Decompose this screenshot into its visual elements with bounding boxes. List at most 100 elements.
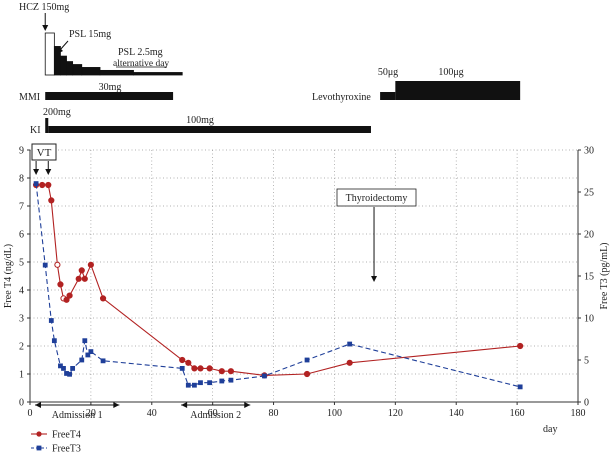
mmi-bar <box>45 92 174 100</box>
mmi-label: MMI <box>19 92 40 103</box>
vt-label: VT <box>37 147 52 159</box>
y-left-axis-label: Free T4 (ng/dL) <box>3 244 14 308</box>
period-label-1: Admission 1 <box>52 410 103 421</box>
point-FreeT3 <box>192 382 197 388</box>
x-tick-label: 0 <box>28 408 33 419</box>
point-FreeT3 <box>58 363 63 369</box>
y-left-tick-label: 1 <box>19 370 24 381</box>
point-FreeT3 <box>100 358 106 364</box>
point-FreeT3 <box>51 338 57 344</box>
legend-marker-FreeT3 <box>36 445 42 451</box>
point-FreeT4 <box>346 359 353 366</box>
arrow-right-head <box>244 402 251 408</box>
y-right-tick-label: 25 <box>584 188 594 199</box>
x-tick-label: 100 <box>327 408 342 419</box>
point-FreeT3 <box>64 371 69 376</box>
point-FreeT3 <box>304 357 310 363</box>
point-FreeT3 <box>70 366 76 371</box>
vt-arrow-1-head <box>33 169 40 175</box>
point-FreeT3 <box>517 384 523 390</box>
point-FreeT4 <box>303 370 311 378</box>
x-tick-label: 60 <box>208 408 218 419</box>
point-FreeT4 <box>39 181 46 189</box>
levothyroxine-bar <box>395 81 521 100</box>
x-axis-label: day <box>543 424 557 435</box>
hcz-bar <box>44 32 55 76</box>
y-right-tick-label: 30 <box>584 146 594 157</box>
x-tick-label: 180 <box>571 408 586 419</box>
levothyroxine-dose-low: 50μg <box>378 67 398 78</box>
point-FreeT3 <box>219 378 225 384</box>
point-FreeT4 <box>54 261 61 268</box>
y-right-tick-label: 20 <box>584 230 594 241</box>
y-left-tick-label: 2 <box>19 342 24 353</box>
hcz-bar <box>133 72 183 76</box>
point-FreeT4 <box>87 261 94 268</box>
point-FreeT3 <box>85 352 91 358</box>
y-right-tick-label: 5 <box>584 356 589 367</box>
point-FreeT4 <box>45 181 52 189</box>
thyroidectomy-box <box>336 188 417 207</box>
y-left-tick-label: 8 <box>19 174 24 185</box>
vt-arrow-2-head <box>45 169 52 175</box>
point-FreeT4 <box>63 296 70 303</box>
ki-dose-high-label: 200mg <box>43 107 71 118</box>
x-tick-label: 40 <box>147 408 157 419</box>
point-FreeT3 <box>48 318 54 323</box>
y-right-tick-label: 0 <box>584 398 589 409</box>
ki-label: KI <box>30 125 41 136</box>
point-FreeT3 <box>33 181 39 186</box>
point-FreeT4 <box>57 281 64 288</box>
psl-taper-label: PSL 2.5mg <box>118 47 163 58</box>
point-FreeT3 <box>61 366 66 371</box>
legend-label-FreeT4: FreeT4 <box>52 430 81 441</box>
arrow-left-head <box>35 402 41 408</box>
y-right-tick-label: 10 <box>584 314 594 325</box>
levothyroxine-dose-high: 100μg <box>438 67 463 78</box>
point-FreeT4 <box>206 365 213 372</box>
ki-bar-high <box>45 118 49 133</box>
hcz-bar <box>60 55 67 76</box>
point-FreeT4 <box>75 275 82 282</box>
point-FreeT3 <box>88 349 94 354</box>
point-FreeT4 <box>218 368 225 375</box>
x-tick-label: 80 <box>269 408 279 419</box>
arrow-right-head <box>113 402 120 408</box>
series-line-FreeT4 <box>36 184 521 376</box>
hcz-label: HCZ 150mg <box>19 2 69 13</box>
ki-bar <box>48 126 371 133</box>
thyroidectomy-label: Thyroidectomy <box>346 193 408 204</box>
hcz-bar <box>72 64 83 76</box>
mmi-dose-label: 30mg <box>99 82 122 93</box>
thyroidectomy-arrow-head <box>371 276 378 282</box>
point-FreeT3 <box>179 366 185 371</box>
point-FreeT4 <box>227 368 235 375</box>
psl-label: PSL 15mg <box>69 29 111 40</box>
point-FreeT4 <box>99 295 107 302</box>
legend-marker-FreeT4 <box>36 431 42 437</box>
point-FreeT4 <box>81 275 88 282</box>
y-left-tick-label: 5 <box>19 258 24 269</box>
point-FreeT4 <box>517 342 524 350</box>
point-FreeT4 <box>197 365 204 372</box>
point-FreeT3 <box>347 341 353 347</box>
psl-arrow-head <box>57 47 63 54</box>
psl-taper-sub: alternative day <box>113 59 169 69</box>
hcz-bar <box>81 67 101 76</box>
point-FreeT3 <box>67 371 72 377</box>
point-FreeT3 <box>198 380 203 386</box>
point-FreeT3 <box>82 338 88 344</box>
hcz-arrow-head <box>42 25 49 31</box>
point-FreeT4 <box>78 267 85 274</box>
x-tick-label: 20 <box>86 408 96 419</box>
ki-dose-label: 100mg <box>186 115 214 126</box>
point-FreeT3 <box>207 380 213 386</box>
y-right-tick-label: 15 <box>584 272 594 283</box>
y-right-axis-label: Free T3 (pg/mL) <box>599 242 610 309</box>
period-label-2: Admission 2 <box>190 410 241 421</box>
y-left-tick-label: 4 <box>19 286 24 297</box>
y-left-tick-label: 9 <box>19 146 24 157</box>
y-left-tick-label: 7 <box>19 202 24 213</box>
vt-box <box>31 143 57 161</box>
legend-label-FreeT3: FreeT3 <box>52 444 81 452</box>
